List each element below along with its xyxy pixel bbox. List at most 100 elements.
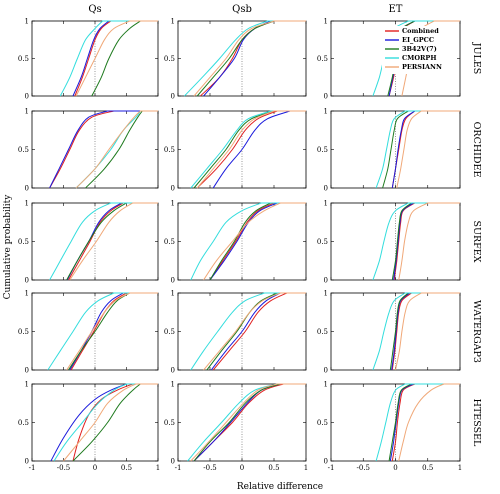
y-tick-label: 0.5 <box>164 55 175 63</box>
series-line-persiann <box>75 20 158 97</box>
legend-item-persiann: PERSIANN <box>385 63 442 71</box>
series-line-persiann <box>203 202 306 281</box>
x-tick-label: 0 <box>393 464 397 472</box>
panel-watergap3-qsb: 00.51 <box>164 290 307 375</box>
legend-label: PERSIANN <box>402 63 442 71</box>
series-line-cmorph <box>372 292 460 371</box>
series-line-combined <box>49 110 158 189</box>
y-tick-label: 1 <box>171 200 175 208</box>
y-tick-label: 0.5 <box>164 328 175 336</box>
y-tick-label: 1 <box>171 108 175 116</box>
x-tick-label: 1 <box>304 464 308 472</box>
series-line-ei-gpcc <box>391 110 460 189</box>
series-line-cmorph <box>47 292 158 371</box>
series-line-3b42v-7 <box>72 383 158 462</box>
x-tick-label: -0.5 <box>203 464 217 472</box>
y-tick-label: 0.5 <box>317 419 328 427</box>
x-tick-label: -0.5 <box>357 464 371 472</box>
column-titles: Qs Qsb ET <box>88 4 402 15</box>
series-line-3b42v-7 <box>206 292 306 371</box>
series-line-persiann <box>196 110 306 189</box>
series-line-3b42v-7 <box>193 110 306 189</box>
legend-background <box>382 26 455 74</box>
series-line-3b42v-7 <box>209 202 306 281</box>
legend-item-ei-gpcc: EI_GPCC <box>385 36 434 44</box>
y-tick-label: 1 <box>25 200 29 208</box>
y-tick-label: 0.5 <box>18 238 29 246</box>
series-line-3b42v-7 <box>391 202 460 281</box>
series-line-3b42v-7 <box>66 202 158 281</box>
row-label-orchidee: ORCHIDEE <box>471 122 482 178</box>
legend-item-cmorph: CMORPH <box>385 54 436 62</box>
series-line-ei-gpcc <box>212 110 306 189</box>
panel-grid: 00.5100.5100.5100.5100.5100.5100.5100.51… <box>18 18 462 473</box>
panel-jules-qsb: 00.51 <box>164 18 307 101</box>
series-line-cmorph <box>190 202 306 281</box>
panel-htessel-et: 0 0.5 1 -1 -0.5 0 0.5 1 <box>317 381 462 473</box>
x-tick-label: 0.5 <box>422 464 433 472</box>
series-line-combined <box>72 383 158 462</box>
column-title-qs: Qs <box>88 4 101 15</box>
row-label-jules: JULES <box>471 42 482 75</box>
series-line-ei-gpcc <box>193 383 306 462</box>
y-tick-label: 1 <box>324 381 328 389</box>
y-tick-label: 0 <box>171 367 175 375</box>
y-tick-label: 0 <box>324 367 328 375</box>
legend-label: EI_GPCC <box>402 36 434 44</box>
series-line-ei-gpcc <box>72 20 158 97</box>
series-line-combined <box>391 292 460 371</box>
y-tick-label: 1 <box>324 290 328 298</box>
series-line-persiann <box>190 383 306 462</box>
series-line-combined <box>391 383 460 462</box>
series-line-3b42v-7 <box>382 110 460 189</box>
series-line-cmorph <box>49 202 158 281</box>
panel-surfex-et: 00.51 <box>317 200 461 285</box>
row-label-htessel: HTESSEL <box>471 399 482 447</box>
series-line-persiann <box>69 202 158 281</box>
series-line-cmorph <box>372 202 460 281</box>
x-tick-label: 0 <box>240 464 244 472</box>
series-line-cmorph <box>375 383 460 462</box>
series-line-3b42v-7 <box>85 110 158 189</box>
column-title-et: ET <box>389 4 403 15</box>
series-line-persiann <box>398 383 460 462</box>
series-line-combined <box>200 20 306 97</box>
panel-watergap3-et: 00.51 <box>317 290 461 375</box>
y-tick-label: 0 <box>324 185 328 193</box>
y-tick-label: 0 <box>324 277 328 285</box>
row-labels: JULES ORCHIDEE SURFEX WATERGAP3 HTESSEL <box>471 42 482 447</box>
series-line-ei-gpcc <box>209 202 306 281</box>
y-tick-label: 0.5 <box>18 146 29 154</box>
x-tick-label: -1 <box>328 464 335 472</box>
y-tick-label: 0.5 <box>164 238 175 246</box>
y-tick-label: 0 <box>324 93 328 101</box>
y-tick-label: 1 <box>25 18 29 26</box>
panel-jules-qs: 00.51 <box>18 18 159 101</box>
y-tick-label: 0 <box>25 185 29 193</box>
y-tick-label: 1 <box>25 108 29 116</box>
series-line-combined <box>196 110 306 189</box>
series-line-persiann <box>66 292 158 371</box>
x-tick-label: 0 <box>93 464 97 472</box>
y-tick-label: 0 <box>171 93 175 101</box>
y-tick-label: 0 <box>25 458 29 466</box>
y-tick-label: 0.5 <box>18 328 29 336</box>
y-tick-label: 0.5 <box>164 146 175 154</box>
series-line-ei-gpcc <box>210 292 306 371</box>
x-tick-label: 1 <box>458 464 462 472</box>
series-line-3b42v-7 <box>68 292 158 371</box>
y-tick-label: 0 <box>171 458 175 466</box>
y-tick-label: 0.5 <box>317 55 328 63</box>
row-label-watergap3: WATERGAP3 <box>471 300 482 363</box>
legend-item-combined: Combined <box>385 27 439 35</box>
y-tick-label: 0 <box>25 93 29 101</box>
legend-label: 3B42V(7) <box>402 45 437 53</box>
y-tick-label: 1 <box>324 108 328 116</box>
panel-watergap3-qs: 00.51 <box>18 290 159 375</box>
panel-htessel-qs: 0 0.5 1 -1 -0.5 0 0.5 1 <box>18 381 160 473</box>
series-line-ei-gpcc <box>50 383 158 462</box>
y-tick-label: 1 <box>25 381 29 389</box>
series-line-ei-gpcc <box>66 202 158 281</box>
x-tick-label: 0.5 <box>268 464 279 472</box>
